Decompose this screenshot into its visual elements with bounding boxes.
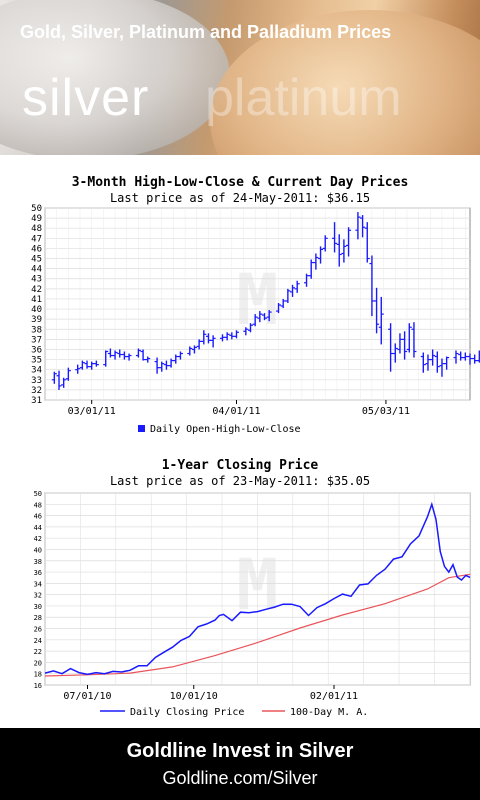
y-tick-label: 32	[34, 592, 42, 600]
x-tick-label: 10/01/10	[170, 691, 218, 702]
y-tick-label: 38	[31, 325, 42, 335]
y-tick-label: 41	[31, 295, 42, 305]
y-tick-label: 42	[31, 285, 42, 295]
y-tick-label: 44	[34, 524, 42, 532]
y-tick-label: 50	[34, 490, 42, 498]
y-tick-label: 36	[34, 569, 42, 577]
x-tick-label: 02/01/11	[310, 691, 358, 702]
y-tick-label: 32	[31, 386, 42, 396]
footer-link[interactable]: Goldline.com/Silver	[162, 768, 318, 788]
y-tick-label: 47	[31, 234, 42, 244]
y-tick-label: 22	[34, 648, 42, 656]
y-tick-label: 26	[34, 626, 42, 634]
tab-silver[interactable]: silver	[22, 69, 150, 127]
y-tick-label: 37	[31, 335, 42, 345]
y-tick-label: 48	[31, 224, 42, 234]
y-tick-label: 38	[34, 558, 42, 566]
y-tick-label: 46	[31, 244, 42, 254]
y-tick-label: 40	[34, 546, 42, 554]
footer-ad[interactable]: Goldline Invest in Silver Goldline.com/S…	[0, 728, 480, 800]
plot-area	[44, 207, 471, 401]
ohlc-chart: M 313233343536373839404142434445464748495…	[31, 204, 480, 435]
legend-swatch	[138, 425, 145, 432]
y-tick-label: 40	[31, 305, 42, 315]
x-tick-label: 07/01/10	[63, 691, 111, 702]
legend-label-closing: Daily Closing Price	[130, 707, 244, 718]
y-tick-label: 34	[34, 580, 42, 588]
y-tick-label: 16	[34, 682, 42, 690]
closing-price-chart: M16182022242628303234363840424446485007/…	[34, 490, 471, 718]
y-tick-label: 50	[31, 204, 42, 214]
y-tick-label: 18	[34, 671, 42, 679]
y-tick-label: 45	[31, 255, 42, 265]
y-tick-label: 34	[31, 366, 42, 376]
y-tick-label: 24	[34, 637, 42, 645]
y-tick-label: 35	[31, 356, 42, 366]
y-tick-label: 36	[31, 345, 42, 355]
y-tick-label: 28	[34, 614, 42, 622]
y-tick-label: 39	[31, 315, 42, 325]
y-tick-label: 33	[31, 376, 42, 386]
y-tick-label: 48	[34, 501, 42, 509]
legend-label: Daily Open-High-Low-Close	[150, 424, 301, 435]
tab-platinum[interactable]: platinum	[205, 69, 402, 127]
y-tick-label: 20	[34, 659, 42, 667]
header-banner: Gold, Silver, Platinum and Palladium Pri…	[0, 0, 480, 155]
series-line	[44, 573, 471, 677]
y-tick-label: 49	[31, 214, 42, 224]
y-tick-label: 44	[31, 265, 42, 275]
y-tick-label: 30	[34, 603, 42, 611]
chart2-title: 1-Year Closing Price	[161, 458, 319, 473]
x-tick-label: 03/01/11	[68, 406, 116, 417]
y-tick-label: 31	[31, 396, 42, 406]
chart1-subtitle: Last price as of 24-May-2011: $36.15	[109, 191, 371, 205]
x-tick-label: 05/03/11	[362, 406, 410, 417]
banner-title: Gold, Silver, Platinum and Palladium Pri…	[20, 22, 392, 42]
y-tick-label: 42	[34, 535, 42, 543]
footer-title: Goldline Invest in Silver	[126, 740, 354, 762]
legend-label-ma: 100-Day M. A.	[290, 707, 368, 718]
x-tick-label: 04/01/11	[212, 406, 260, 417]
chart1-title: 3-Month High-Low-Close & Current Day Pri…	[71, 175, 409, 190]
watermark-logo: M	[236, 259, 278, 341]
y-tick-label: 46	[34, 513, 42, 521]
series-line	[44, 501, 471, 676]
silver-coin-graphic	[0, 0, 230, 155]
chart2-subtitle: Last price as of 23-May-2011: $35.05	[109, 474, 371, 488]
y-tick-label: 43	[31, 275, 42, 285]
